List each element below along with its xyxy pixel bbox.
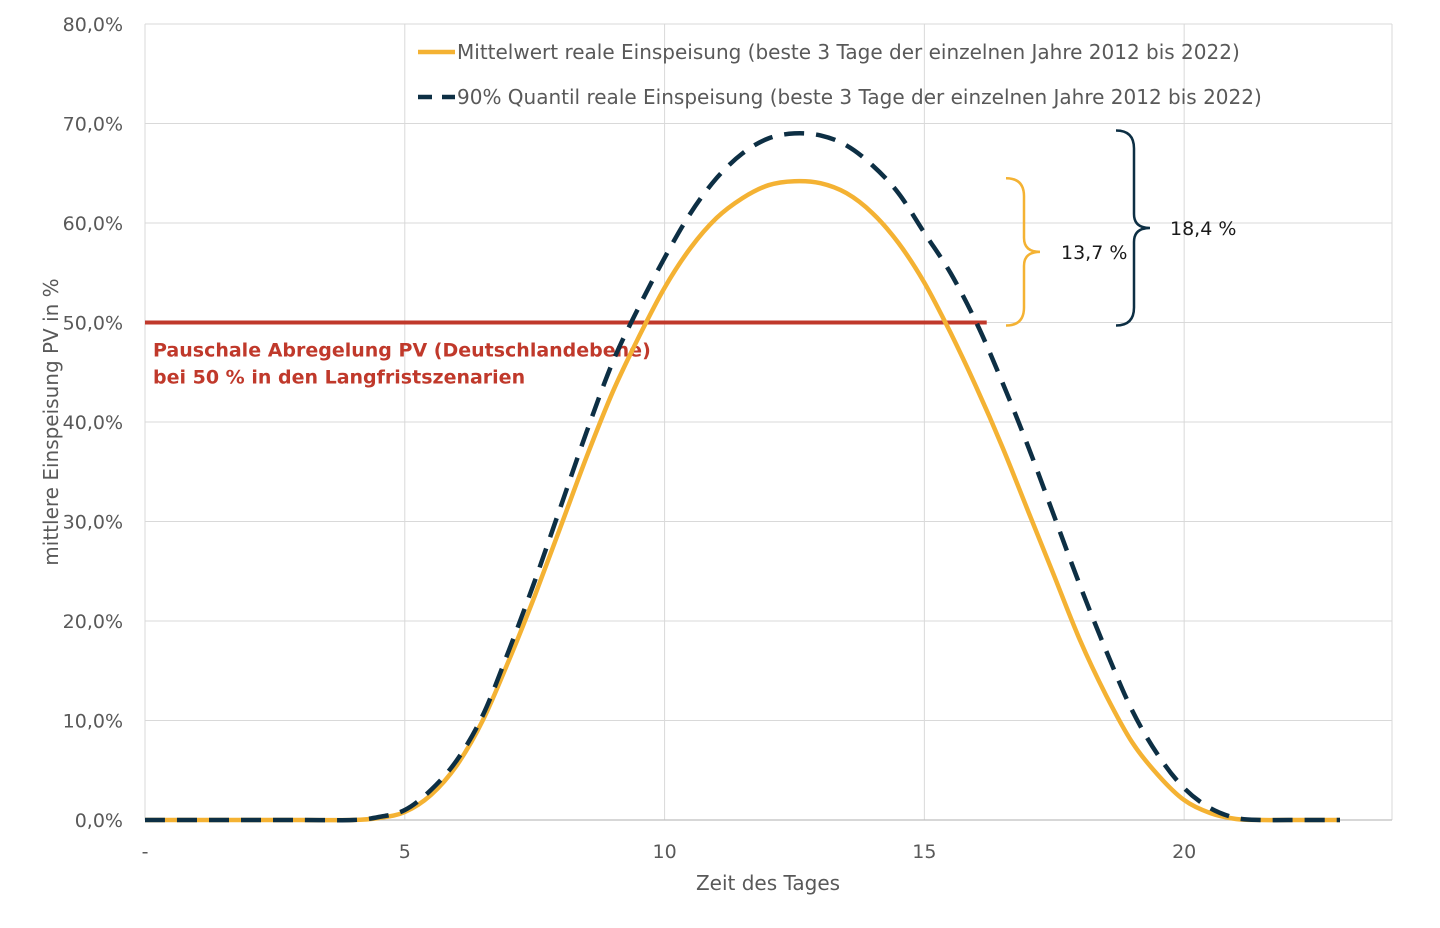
brace-label: 18,4 % [1170, 218, 1236, 240]
y-tick-label: 70,0% [63, 114, 123, 136]
brace-quantil-90 [1115, 129, 1151, 327]
series-group [145, 131, 1340, 823]
y-tick-label: 0,0% [75, 810, 123, 832]
y-tick-label: 60,0% [63, 213, 123, 235]
series-line-quantil-90 [145, 131, 1340, 823]
axes: 0,0% 10,0% 20,0% 30,0% 40,0% 50,0% 60,0% 70,0% 8… [63, 14, 1392, 863]
reference-line-group: Pauschale Abregelung PV (Deutschlandeben… [145, 320, 987, 389]
y-tick-label: 50,0% [63, 313, 123, 335]
series-line-mittelwert [145, 178, 1340, 823]
x-axis-title: Zeit des Tages [696, 871, 840, 895]
legend: Mittelwert reale Einspeisung (beste 3 Ta… [418, 40, 1262, 109]
annotations-group: 13,7 % 18,4 % [1005, 129, 1236, 327]
y-tick-label: 80,0% [63, 14, 123, 36]
legend-label: 90% Quantil reale Einspeisung (beste 3 T… [457, 85, 1262, 109]
y-tick-label: 20,0% [63, 611, 123, 633]
brace-label: 13,7 % [1061, 242, 1127, 264]
brace-mittelwert [1005, 176, 1041, 327]
y-tick-label: 10,0% [63, 711, 123, 733]
x-tick-label: 10 [652, 841, 676, 863]
x-tick-label: 15 [912, 841, 936, 863]
y-axis-title: mittlere Einspeisung PV in % [39, 278, 63, 565]
grid [144, 23, 1393, 821]
legend-label: Mittelwert reale Einspeisung (beste 3 Ta… [457, 40, 1240, 64]
y-tick-label: 40,0% [63, 412, 123, 434]
reference-line-label: bei 50 % in den Langfristszenarien [153, 367, 525, 389]
x-tick-label: 5 [399, 841, 411, 863]
x-tick-label: - [142, 841, 149, 863]
x-tick-label: 20 [1172, 841, 1196, 863]
y-tick-label: 30,0% [63, 512, 123, 534]
reference-line-label: Pauschale Abregelung PV (Deutschlandeben… [153, 340, 651, 362]
